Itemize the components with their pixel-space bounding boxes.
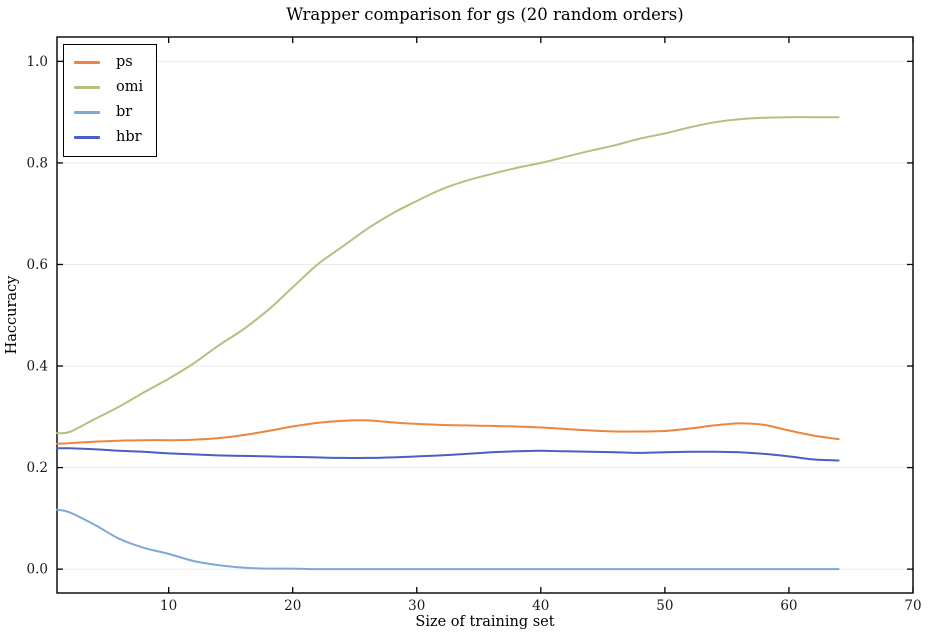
x-tick-label: 70 (904, 598, 921, 614)
series-line-br (56, 508, 840, 571)
plot-border (56, 36, 914, 594)
x-tick-label: 30 (408, 598, 425, 614)
legend-item-ps: ps (74, 50, 143, 75)
legend-item-br: br (74, 100, 143, 125)
legend-swatch-hbr (74, 136, 100, 139)
series-line-hbr (56, 447, 840, 462)
chart-title: Wrapper comparison for gs (20 random ord… (286, 5, 684, 24)
legend-label-omi: omi (116, 79, 144, 95)
legend-item-hbr: hbr (74, 125, 143, 150)
y-tick-label: 0.8 (27, 155, 48, 171)
x-axis-label: Size of training set (415, 614, 555, 630)
series-line-ps (56, 419, 840, 445)
x-tick-label: 60 (780, 598, 797, 614)
legend-swatch-ps (74, 61, 100, 64)
y-tick-label: 0.6 (27, 257, 48, 273)
series-line-omi (56, 116, 840, 435)
x-tick-label: 50 (656, 598, 673, 614)
legend-swatch-br (74, 111, 100, 114)
legend-label-hbr: hbr (116, 129, 142, 145)
y-tick-label: 0.4 (27, 359, 48, 375)
legend-label-ps: ps (116, 54, 133, 70)
legend-item-omi: omi (74, 75, 143, 100)
legend: ps omi br hbr (63, 44, 158, 157)
legend-swatch-omi (74, 86, 100, 89)
y-tick-label: 0.2 (27, 460, 48, 476)
y-axis-label: Haccuracy (4, 275, 20, 355)
legend-label-br: br (116, 104, 133, 120)
x-tick-label: 10 (160, 598, 177, 614)
x-tick-label: 20 (284, 598, 301, 614)
x-tick-label: 40 (532, 598, 549, 614)
y-tick-label: 1.0 (27, 54, 48, 70)
y-tick-label: 0.0 (27, 562, 48, 578)
